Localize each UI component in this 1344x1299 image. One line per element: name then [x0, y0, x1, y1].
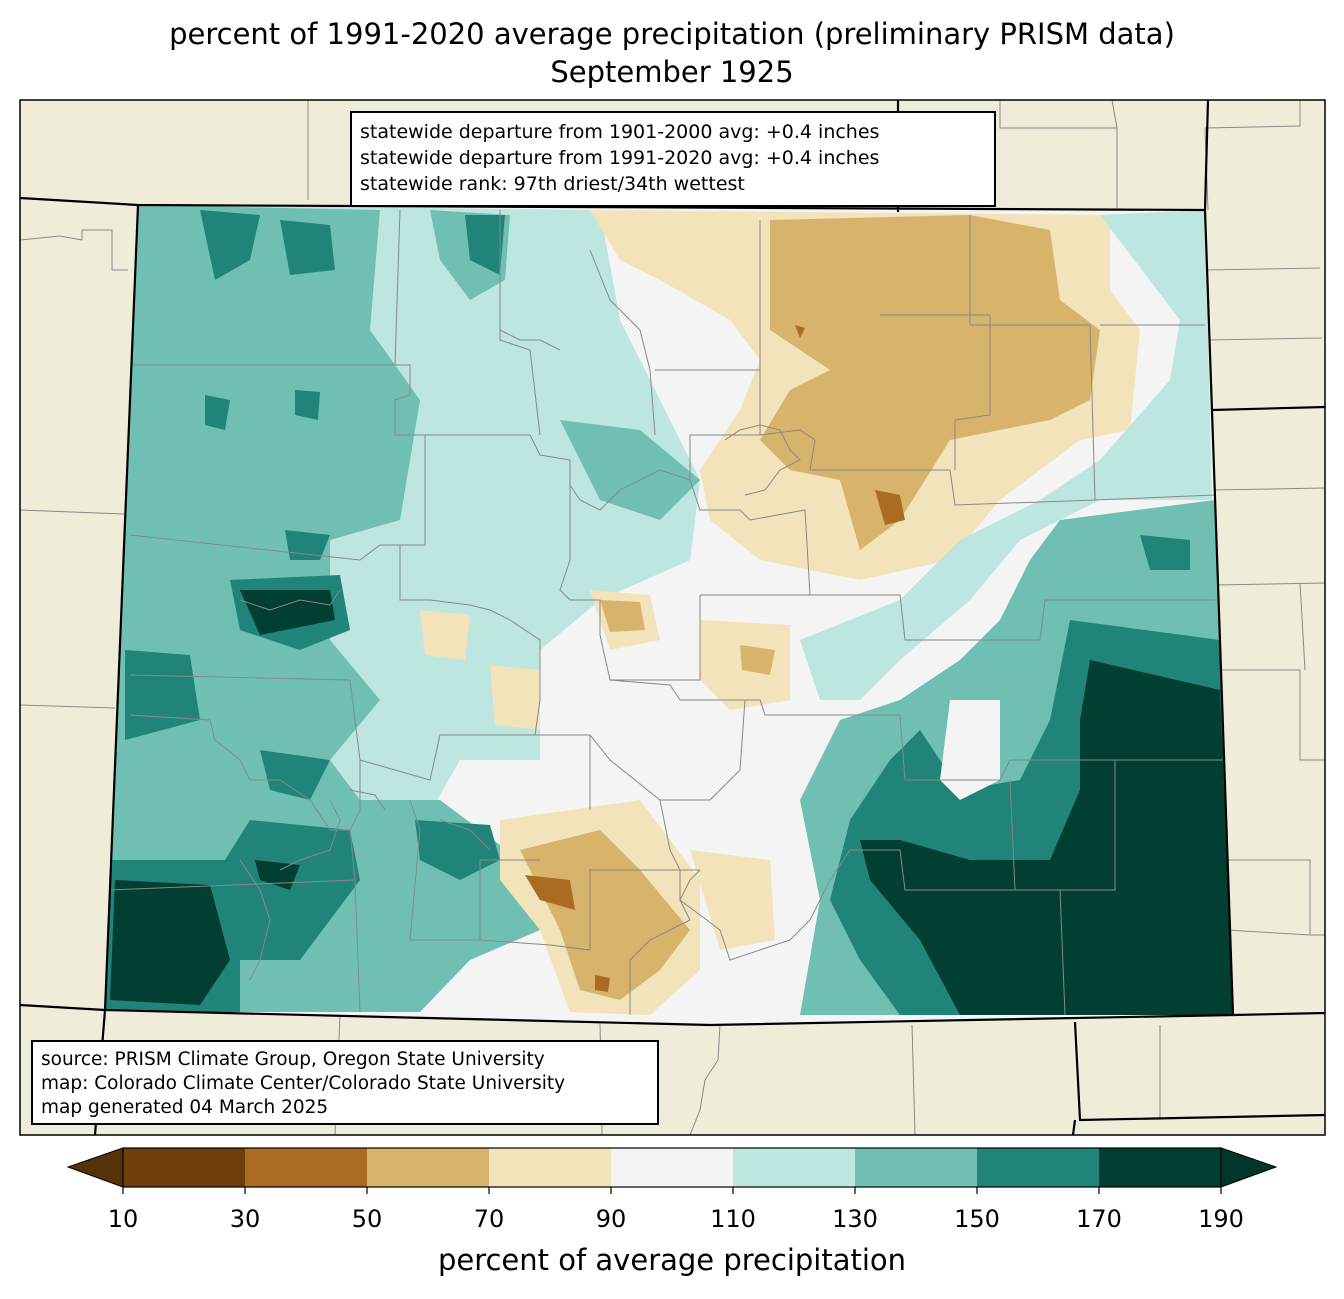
- colorbar-bin-130-150: [855, 1148, 978, 1187]
- colorbar-tick-label: 90: [595, 1205, 627, 1233]
- colorbar-tick-label: 170: [1076, 1205, 1122, 1233]
- colorbar-tick-label: 190: [1198, 1205, 1244, 1233]
- colorbar-under-arrow: [66, 1147, 124, 1188]
- colorbar-over-arrow: [1220, 1147, 1278, 1188]
- stats-rank: statewide rank: 97th driest/34th wettest: [360, 173, 745, 195]
- colorbar-label: percent of average precipitation: [437, 1243, 907, 1277]
- map-frame: [19, 99, 1326, 1136]
- colorbar-tick-label: 10: [107, 1205, 139, 1233]
- colorbar-bin-90-110: [611, 1148, 734, 1187]
- colorbar-bin-10-30: [123, 1148, 246, 1187]
- colorbar-tick-label: 70: [473, 1205, 505, 1233]
- colorbar-tick-label: 50: [351, 1205, 383, 1233]
- colorbar-tick-label: 30: [229, 1205, 261, 1233]
- stats-departure-1991-2020: statewide departure from 1991-2020 avg: …: [360, 147, 880, 169]
- colorbar: [66, 1147, 1278, 1194]
- precipitation-shading: [105, 205, 1233, 1015]
- source-box: source: PRISM Climate Group, Oregon Stat…: [31, 1040, 659, 1125]
- colorbar-tick-label: 110: [710, 1205, 756, 1233]
- colorbar-bin-110-130: [733, 1148, 856, 1187]
- generated-date-line: map generated 04 March 2025: [41, 1097, 329, 1118]
- map-title: percent of 1991-2020 average precipitati…: [169, 17, 1175, 51]
- source-line: source: PRISM Climate Group, Oregon Stat…: [41, 1049, 545, 1070]
- map-subtitle: September 1925: [550, 55, 794, 89]
- county-lines: [109, 209, 1225, 1016]
- colorbar-tick-label: 130: [832, 1205, 878, 1233]
- colorbar-bin-70-90: [489, 1148, 612, 1187]
- map-credit-line: map: Colorado Climate Center/Colorado St…: [41, 1073, 566, 1094]
- colorbar-bin-150-170: [977, 1148, 1100, 1187]
- colorbar-bin-50-70: [367, 1148, 490, 1187]
- stats-departure-1901-2000: statewide departure from 1901-2000 avg: …: [360, 121, 880, 143]
- statewide-stats-box: statewide departure from 1901-2000 avg: …: [350, 111, 996, 207]
- colorbar-bin-30-50: [245, 1148, 368, 1187]
- colorbar-tick-label: 150: [954, 1205, 1000, 1233]
- colorbar-bin-170-190: [1099, 1148, 1222, 1187]
